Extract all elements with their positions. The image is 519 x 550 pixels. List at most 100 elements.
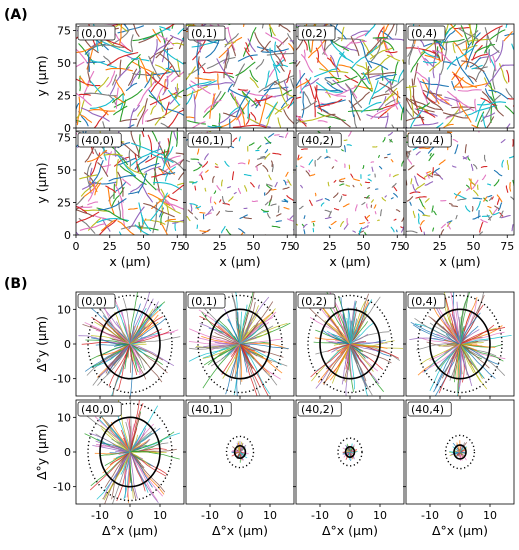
trajectory xyxy=(249,77,259,88)
trajectory xyxy=(415,196,427,199)
trajectory xyxy=(207,125,222,128)
trajectory xyxy=(178,109,184,113)
dotted-circle xyxy=(197,294,283,394)
label-box xyxy=(77,132,122,148)
trajectory xyxy=(481,174,487,181)
trajectory xyxy=(490,104,492,123)
trajectory xyxy=(384,99,396,106)
trajectory xyxy=(409,85,415,117)
trajectory xyxy=(296,114,305,123)
trajectory xyxy=(335,51,345,69)
trajectory xyxy=(261,24,264,29)
trajectory xyxy=(451,106,475,109)
trajectory xyxy=(175,152,184,155)
trajectory xyxy=(492,208,498,216)
trajectory xyxy=(326,82,344,93)
trajectory xyxy=(450,292,461,345)
trajectory xyxy=(406,150,411,155)
trajectory xyxy=(250,111,257,121)
trajectory xyxy=(214,162,218,166)
trajectory xyxy=(249,69,259,83)
trajectory xyxy=(360,74,380,81)
trajectory xyxy=(126,451,131,498)
label-box xyxy=(407,25,446,41)
trajectory xyxy=(126,124,135,128)
label-box xyxy=(297,401,342,417)
trajectory xyxy=(221,195,226,205)
axes-frame xyxy=(405,130,515,236)
trajectory xyxy=(333,208,340,211)
trajectory xyxy=(78,93,91,96)
trajectory xyxy=(445,333,461,345)
trajectory xyxy=(250,182,255,188)
trajectory xyxy=(362,164,365,169)
trajectory xyxy=(102,151,128,161)
trajectory xyxy=(387,153,391,156)
trajectory xyxy=(377,27,384,42)
plot-area xyxy=(296,131,404,235)
trajectory xyxy=(298,205,304,210)
trajectory xyxy=(165,101,170,116)
trajectory xyxy=(432,167,440,174)
trajectory xyxy=(286,195,294,201)
trajectory xyxy=(115,87,119,109)
trajectory xyxy=(483,154,487,162)
trajectory xyxy=(233,191,237,195)
trajectory xyxy=(364,24,376,37)
trajectory xyxy=(302,223,308,229)
trajectory xyxy=(238,228,246,234)
trajectory xyxy=(396,90,399,104)
trajectory xyxy=(178,35,184,50)
trajectory xyxy=(106,52,139,66)
trajectory xyxy=(387,131,393,136)
trajectory xyxy=(324,209,332,213)
trajectory xyxy=(476,200,481,211)
trajectory xyxy=(423,170,434,178)
trajectory xyxy=(159,53,180,77)
trajectory xyxy=(227,83,234,93)
x-axis-label: Δ°x (μm) xyxy=(102,523,158,538)
trajectory xyxy=(97,162,109,177)
label-box xyxy=(407,132,452,148)
subplot-label: (40,2) xyxy=(297,401,342,417)
trajectory xyxy=(333,192,339,199)
trajectory xyxy=(285,171,289,177)
trajectory xyxy=(456,442,461,453)
trajectory xyxy=(155,37,174,59)
trajectory xyxy=(239,343,243,382)
trajectory xyxy=(492,212,500,216)
trajectory xyxy=(274,134,280,136)
trajectory xyxy=(330,76,342,80)
trajectory xyxy=(218,109,241,125)
trajectory xyxy=(332,79,348,92)
trajectory xyxy=(264,101,279,128)
trajectory xyxy=(167,89,180,106)
trajectory xyxy=(239,301,274,345)
subplot-label: (40,4) xyxy=(407,132,452,148)
trajectory xyxy=(509,181,512,192)
trajectory xyxy=(162,146,174,171)
trajectory xyxy=(264,136,272,144)
trajectory xyxy=(334,159,338,162)
trajectory xyxy=(167,195,178,202)
label-box xyxy=(187,293,226,309)
trajectory xyxy=(148,55,162,80)
trajectory xyxy=(393,186,398,192)
trajectory xyxy=(274,41,277,53)
trajectory xyxy=(187,209,194,215)
trajectory xyxy=(464,32,481,56)
trajectory xyxy=(406,196,414,202)
trajectory xyxy=(216,210,220,216)
trajectory xyxy=(366,194,370,199)
trajectory xyxy=(487,183,492,186)
trajectory xyxy=(479,221,484,233)
trajectory xyxy=(227,319,241,345)
trajectory xyxy=(460,25,470,46)
trajectory xyxy=(289,215,294,220)
trajectory xyxy=(243,24,245,27)
plot-area xyxy=(76,24,184,128)
trajectory xyxy=(277,37,289,49)
trajectory xyxy=(232,450,241,453)
trajectory xyxy=(129,451,159,503)
trajectory xyxy=(125,54,141,70)
